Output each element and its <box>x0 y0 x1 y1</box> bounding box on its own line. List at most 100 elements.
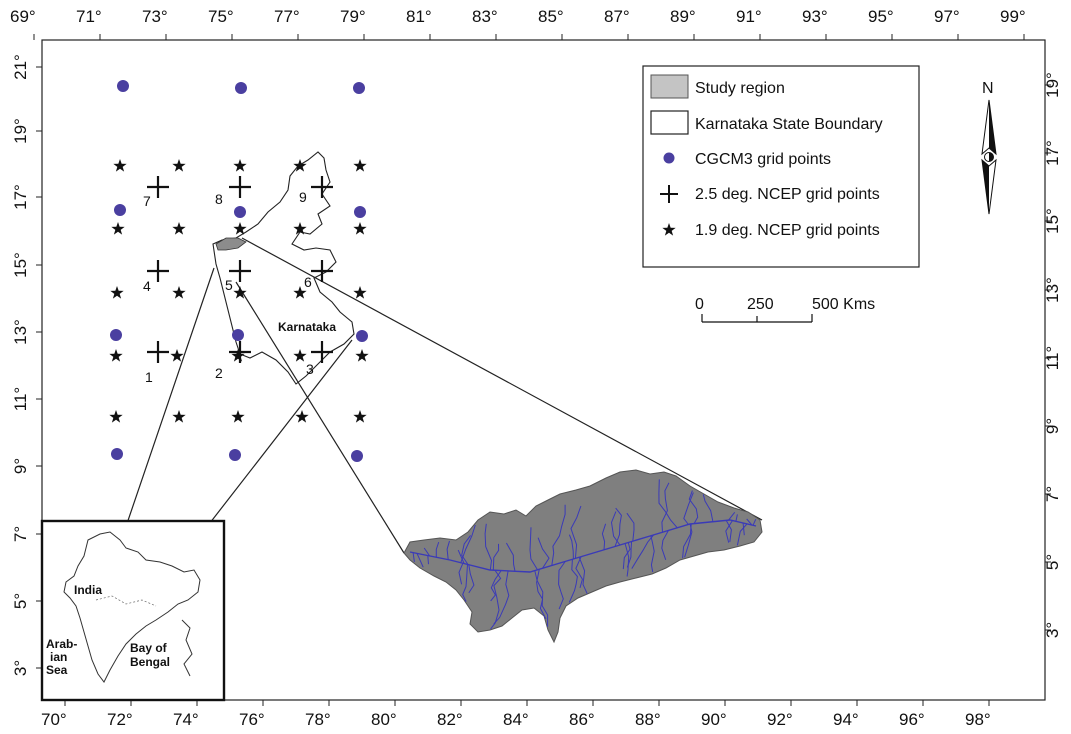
north-arrow: N <box>981 80 997 215</box>
bottom-tick-label: 80° <box>371 710 397 729</box>
left-axis: 21° 19° 17° 15° 13° 11° 9° 7° 5° 3° <box>11 54 42 676</box>
ncep19-point <box>353 222 367 235</box>
legend-label-cgcm3: CGCM3 grid points <box>695 151 831 168</box>
river-tributary <box>468 564 475 594</box>
river-tributary <box>650 535 655 573</box>
bottom-tick-label: 90° <box>701 710 727 729</box>
ncep19-point <box>353 410 367 423</box>
ncep19-point <box>170 349 184 362</box>
ncep19-point <box>172 159 186 172</box>
india-inset-box <box>40 519 226 702</box>
legend-box <box>642 65 920 268</box>
legend-label-ncep25: 2.5 deg. NCEP grid points <box>695 186 880 203</box>
ncep25-point <box>229 260 251 282</box>
bottom-tick-label: 82° <box>437 710 463 729</box>
river-tributary <box>570 505 582 559</box>
cgcm3-point <box>114 204 126 216</box>
river-tributary <box>568 534 574 560</box>
right-tick-label: 9° <box>1043 418 1062 434</box>
river-tributary <box>536 569 547 620</box>
cgcm3-point <box>353 82 365 94</box>
river-tributary <box>752 518 757 526</box>
bottom-tick-label: 76° <box>239 710 265 729</box>
left-tick-label: 11° <box>11 387 30 411</box>
left-tick-label: 7° <box>11 526 30 542</box>
top-tick-label: 77° <box>274 7 300 26</box>
river-tributary <box>658 479 678 529</box>
river-tributary <box>458 563 464 585</box>
bottom-tick-label: 74° <box>173 710 199 729</box>
river-tributary <box>460 524 476 563</box>
left-tick-label: 9° <box>11 458 30 474</box>
top-tick-label: 71° <box>76 7 102 26</box>
right-tick-label: 19° <box>1043 72 1062 98</box>
ncep19-point <box>172 410 186 423</box>
ncep25-point <box>147 176 169 198</box>
top-tick-label: 91° <box>736 7 762 26</box>
river-tributary <box>728 511 736 521</box>
river-tributary <box>742 522 745 536</box>
river-tributary <box>702 494 714 522</box>
river-tributary <box>622 542 631 570</box>
top-tick-label: 87° <box>604 7 630 26</box>
right-tick-label: 17° <box>1043 140 1062 166</box>
top-tick-label: 89° <box>670 7 696 26</box>
ncep19-point <box>231 349 245 362</box>
scale-label-250: 250 <box>747 296 774 313</box>
grid-number-9: 9 <box>299 189 307 205</box>
river-tributary <box>610 511 621 546</box>
left-tick-label: 21° <box>11 54 30 80</box>
river-tributary <box>601 523 607 550</box>
label-arabian-1: Arab- <box>46 637 77 651</box>
label-karnataka: Karnataka <box>278 320 336 334</box>
scale-bar: 0 250 500 Kms <box>695 296 875 323</box>
river-tributary <box>505 542 516 572</box>
river-tributary <box>551 504 566 566</box>
ncep25-point <box>229 341 251 363</box>
ncep19-point <box>231 410 245 423</box>
map-frame <box>41 39 1046 701</box>
ncep19-point <box>172 222 186 235</box>
cgcm3-point <box>111 448 123 460</box>
label-arabian-2: ian <box>50 650 67 664</box>
grid-number-3: 3 <box>306 361 314 377</box>
cgcm3-point <box>354 206 366 218</box>
cgcm3-point <box>234 206 246 218</box>
river-tributary <box>537 537 550 569</box>
cgcm3-point <box>110 329 122 341</box>
north-arrow-label: N <box>982 80 994 97</box>
ncep25-point <box>311 341 333 363</box>
river-tributary <box>683 492 694 525</box>
study-region-large <box>403 469 763 644</box>
ncep19-point <box>109 349 123 362</box>
bottom-tick-label: 88° <box>635 710 661 729</box>
ncep25-point <box>229 176 251 198</box>
ncep25-point <box>311 260 333 282</box>
karnataka-boundary <box>212 151 355 385</box>
ncep19-point <box>109 410 123 423</box>
bottom-tick-label: 94° <box>833 710 859 729</box>
ncep19-point <box>113 159 127 172</box>
grid-number-4: 4 <box>143 278 151 294</box>
ncep19-point <box>110 286 124 299</box>
grid-number-5: 5 <box>225 277 233 293</box>
river-tributary <box>575 556 583 589</box>
river-network <box>409 479 757 630</box>
right-tick-label: 5° <box>1043 554 1062 570</box>
label-bay-2: Bengal <box>130 655 170 669</box>
river-tributary <box>684 523 693 558</box>
river-tributary <box>736 523 748 546</box>
scale-label-0: 0 <box>695 296 704 313</box>
bottom-tick-label: 84° <box>503 710 529 729</box>
cgcm3-point <box>356 330 368 342</box>
river-tributary <box>490 570 502 602</box>
river-trunk <box>409 519 757 573</box>
india-outline <box>63 531 201 683</box>
ncep19-point <box>111 222 125 235</box>
bottom-tick-label: 98° <box>965 710 991 729</box>
scale-label-500: 500 Kms <box>812 296 875 313</box>
river-tributary <box>416 553 424 568</box>
river-tributary <box>462 564 468 602</box>
legend-swatch-cgcm3 <box>663 152 675 164</box>
grid-numbers: 1 2 3 4 5 6 7 8 9 <box>143 189 314 385</box>
